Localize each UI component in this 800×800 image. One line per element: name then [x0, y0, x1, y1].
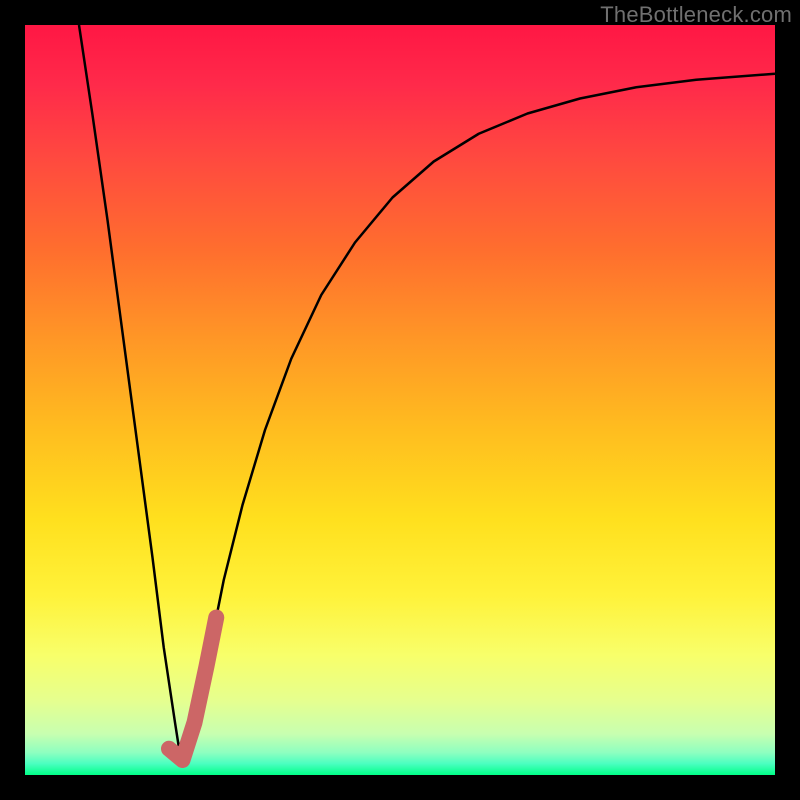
watermark-text: TheBottleneck.com — [600, 2, 792, 28]
bottleneck-chart — [0, 0, 800, 800]
gradient-background — [25, 25, 775, 775]
chart-container: TheBottleneck.com — [0, 0, 800, 800]
